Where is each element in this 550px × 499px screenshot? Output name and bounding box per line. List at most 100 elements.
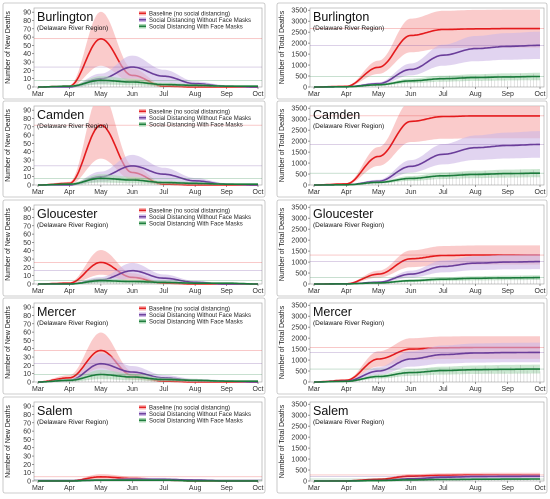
- y-tick-label: 3000: [291, 19, 307, 26]
- series-line: [314, 115, 540, 186]
- chart-title: Burlington: [313, 10, 369, 24]
- x-tick-label: Aug: [189, 288, 202, 295]
- y-tick-label: 40: [23, 51, 31, 58]
- chart-title: Gloucester: [313, 207, 373, 221]
- y-tick-label: 3500: [291, 205, 307, 212]
- chart-subtitle: (Delaware River Region): [37, 222, 108, 229]
- series-line: [38, 279, 258, 285]
- y-tick-label: 70: [23, 321, 31, 328]
- x-tick-label: Apr: [341, 91, 353, 98]
- x-tick-label: Apr: [64, 288, 76, 295]
- y-tick-label: 60: [23, 429, 31, 436]
- x-tick-label: Jun: [405, 288, 416, 295]
- x-tick-label: Oct: [535, 189, 546, 196]
- y-tick-label: 40: [23, 346, 31, 353]
- x-tick-label: Aug: [189, 485, 202, 492]
- y-tick-label: 1000: [291, 260, 307, 267]
- series-2: [310, 364, 544, 383]
- legend-label: Baseline (no social distancing): [149, 208, 230, 214]
- panel-frame: [2, 199, 266, 297]
- y-tick-label: 2500: [291, 325, 307, 332]
- x-tick-label: Sep: [220, 91, 233, 98]
- x-tick-label: Oct: [253, 189, 264, 196]
- y-axis-label: Number of New Deaths: [5, 208, 12, 281]
- x-tick-label: Oct: [253, 485, 264, 492]
- x-tick-label: May: [94, 91, 108, 98]
- x-tick-label: Mar: [32, 189, 45, 196]
- y-tick-label: 500: [295, 369, 307, 376]
- x-tick-label: May: [372, 485, 386, 492]
- y-tick-label: 30: [23, 60, 31, 67]
- x-tick-label: Jul: [439, 485, 448, 492]
- x-tick-label: May: [94, 485, 108, 492]
- y-tick-label: 40: [23, 149, 31, 156]
- chart-subtitle: (Delaware River Region): [313, 25, 384, 32]
- series-2: [34, 479, 262, 482]
- y-tick-label: 1000: [291, 358, 307, 365]
- x-tick-label: Aug: [189, 91, 202, 98]
- chart-subtitle: (Delaware River Region): [313, 222, 384, 229]
- x-tick-label: Apr: [64, 485, 76, 492]
- x-tick-label: May: [94, 288, 108, 295]
- y-tick-label: 50: [23, 437, 31, 444]
- y-tick-label: 3500: [291, 402, 307, 409]
- x-tick-label: Oct: [535, 91, 546, 98]
- y-tick-label: 2500: [291, 424, 307, 431]
- y-tick-label: 0: [27, 479, 31, 486]
- legend-label: Baseline (no social distancing): [149, 109, 230, 115]
- series-2: [310, 169, 544, 186]
- x-tick-label: Aug: [189, 386, 202, 393]
- y-tick-label: 3000: [291, 216, 307, 223]
- x-tick-label: Oct: [253, 288, 264, 295]
- y-tick-label: 50: [23, 240, 31, 247]
- y-tick-label: 500: [295, 74, 307, 81]
- x-tick-label: Jun: [127, 288, 138, 295]
- x-tick-label: Mar: [32, 386, 45, 393]
- y-tick-label: 20: [23, 363, 31, 370]
- x-tick-label: Apr: [341, 288, 353, 295]
- y-tick-label: 70: [23, 420, 31, 427]
- y-axis-label: Number of New Deaths: [5, 405, 12, 478]
- chart-title: Salem: [37, 404, 72, 418]
- series-line: [38, 373, 258, 383]
- y-tick-label: 80: [23, 313, 31, 320]
- x-tick-label: Jul: [439, 386, 448, 393]
- y-tick-label: 30: [23, 355, 31, 362]
- y-tick-label: 80: [23, 18, 31, 25]
- series-2: [310, 72, 544, 88]
- x-tick-label: Apr: [341, 485, 353, 492]
- legend-label: Social Distancing Without Face Masks: [149, 116, 251, 122]
- y-tick-label: 3500: [291, 8, 307, 15]
- y-tick-label: 3500: [291, 303, 307, 310]
- series-2: [34, 278, 262, 285]
- x-tick-label: Jul: [159, 189, 168, 196]
- y-tick-label: 20: [23, 462, 31, 469]
- x-tick-label: Aug: [469, 91, 482, 98]
- y-tick-label: 10: [23, 470, 31, 477]
- x-tick-label: Jun: [127, 91, 138, 98]
- uncertainty-band: [38, 369, 258, 382]
- x-tick-label: Apr: [64, 189, 76, 196]
- series-line: [314, 75, 540, 88]
- series-2: [34, 369, 262, 383]
- y-tick-label: 2000: [291, 41, 307, 48]
- panel-frame: [276, 199, 548, 297]
- x-tick-label: Sep: [220, 288, 233, 295]
- x-tick-label: Oct: [535, 386, 546, 393]
- y-tick-label: 2000: [291, 336, 307, 343]
- panel-frame: [2, 396, 266, 494]
- y-axis-label: Number of Total Deaths: [279, 207, 286, 281]
- y-tick-label: 50: [23, 141, 31, 148]
- legend-label: Social Distancing Without Face Masks: [149, 313, 251, 319]
- x-tick-label: Mar: [32, 485, 45, 492]
- x-tick-label: Oct: [535, 485, 546, 492]
- uncertainty-band: [38, 76, 258, 87]
- y-tick-label: 90: [23, 305, 31, 312]
- x-tick-label: Sep: [501, 288, 514, 295]
- y-tick-label: 80: [23, 412, 31, 419]
- x-tick-label: Sep: [220, 485, 233, 492]
- series-2: [310, 275, 544, 285]
- y-tick-label: 10: [23, 76, 31, 83]
- y-axis-label: Number of Total Deaths: [279, 10, 286, 84]
